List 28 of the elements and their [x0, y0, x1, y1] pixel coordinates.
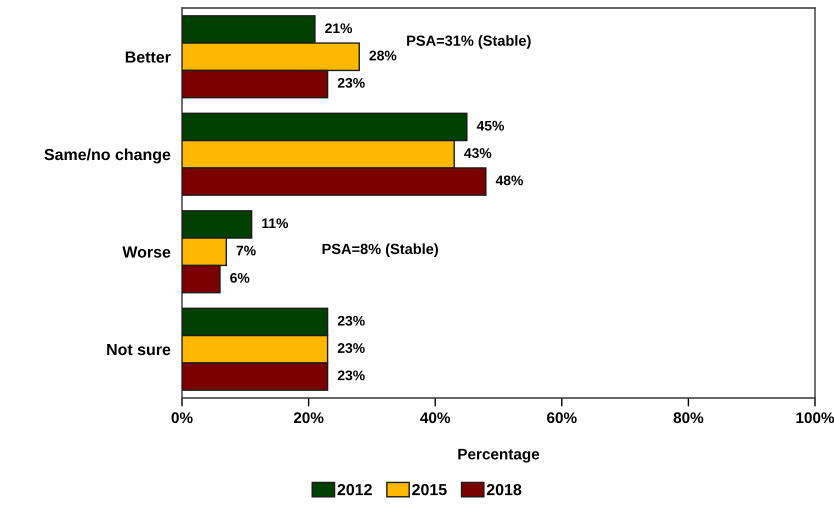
data-label: 28%	[369, 50, 396, 60]
legend-label: 2015	[412, 484, 447, 496]
legend-label: 2012	[338, 484, 372, 496]
y-tick-label: Better	[126, 52, 171, 63]
data-label: 6%	[230, 272, 250, 283]
data-label: 23%	[338, 343, 365, 353]
y-tick-label: Not sure	[107, 344, 170, 356]
data-label: 11%	[262, 218, 288, 228]
x-tick-label: 100%	[796, 412, 834, 424]
x-tick-label: 0%	[172, 412, 193, 424]
x-tick-label: 40%	[420, 412, 450, 424]
data-label: 23%	[338, 370, 365, 380]
x-tick-label: 20%	[294, 412, 324, 424]
data-label: 21%	[325, 23, 352, 34]
x-tick-label: 80%	[674, 412, 704, 424]
x-tick-label: 60%	[547, 412, 577, 424]
y-tick-label: Same/no change	[44, 148, 170, 164]
annotation: PSA=8% (Stable)	[322, 243, 438, 257]
y-tick-label: Worse	[122, 246, 170, 258]
data-label: 7%	[236, 246, 256, 256]
data-label: 23%	[338, 78, 365, 88]
legend-label: 2018	[486, 484, 522, 496]
x-axis-title: Percentage	[458, 448, 540, 463]
data-label: 45%	[476, 120, 504, 131]
data-label: 43%	[464, 148, 492, 158]
data-label: 48%	[496, 175, 523, 186]
data-label: 23%	[338, 316, 365, 326]
annotation: PSA=31% (Stable)	[407, 35, 531, 49]
